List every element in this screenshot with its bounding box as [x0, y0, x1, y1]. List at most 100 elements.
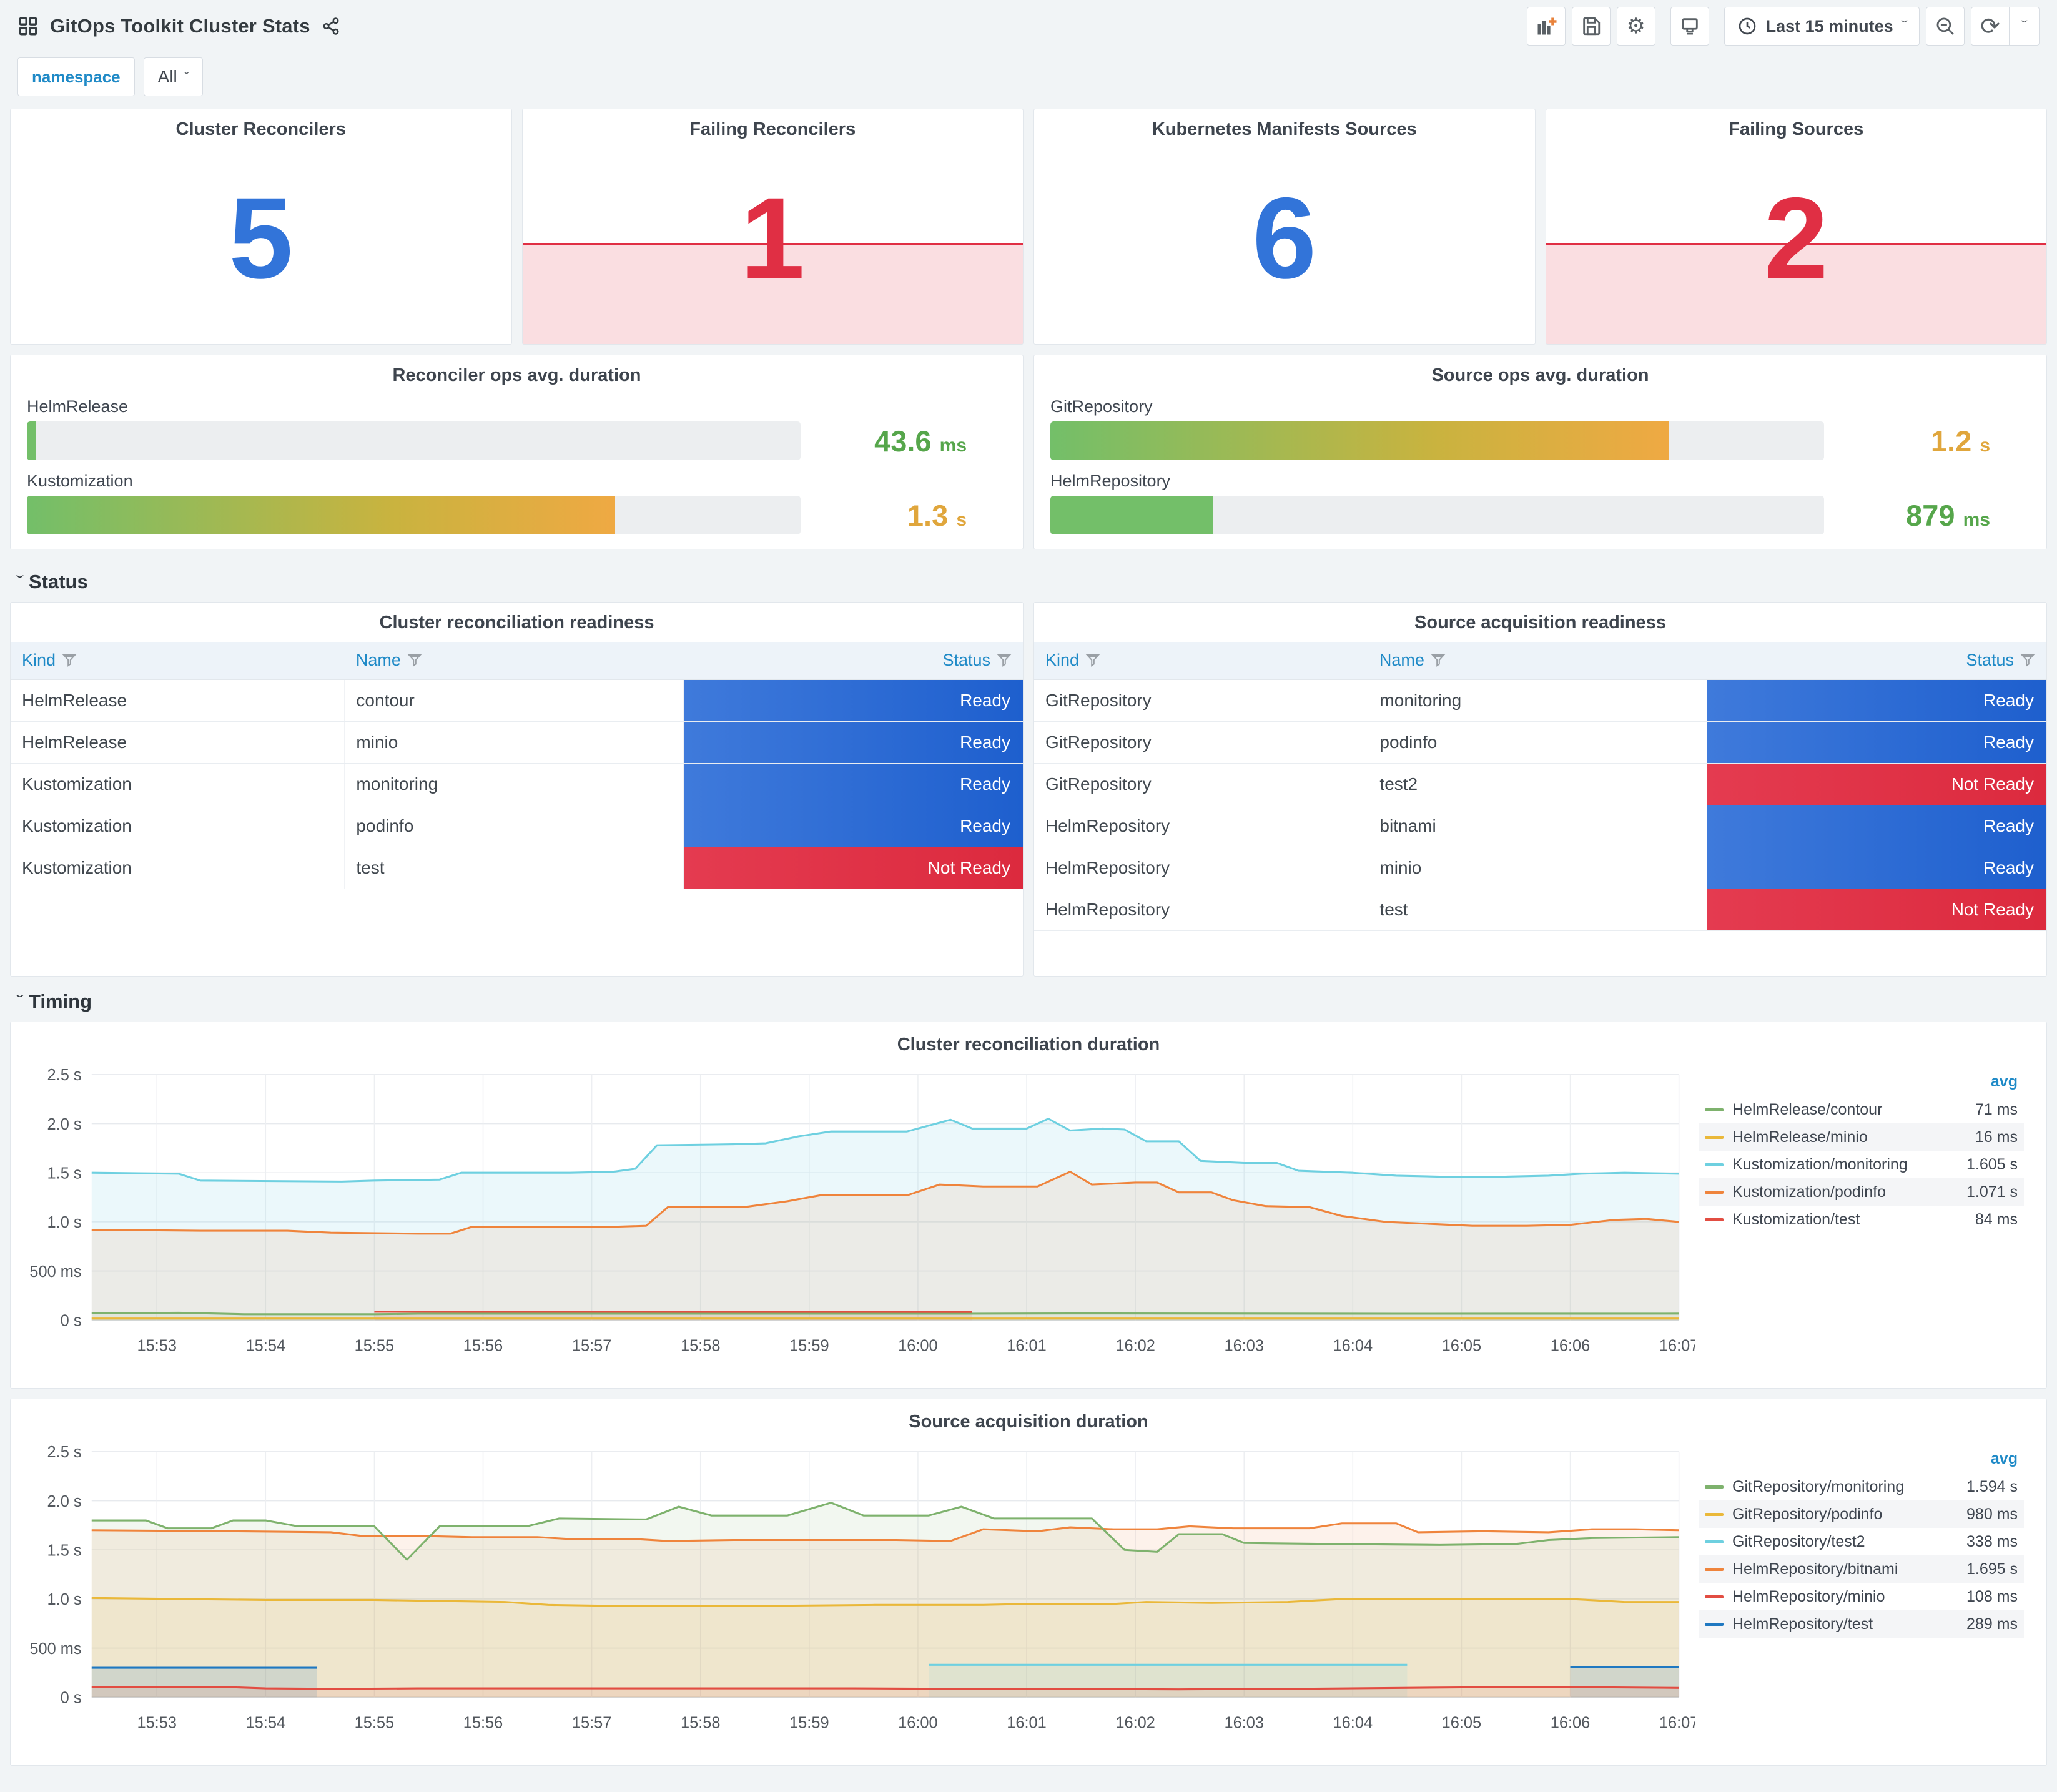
filter-funnel-icon[interactable] [1085, 652, 1100, 667]
y-axis-tick-label: 1.5 s [47, 1542, 82, 1559]
legend-item[interactable]: HelmRelease/contour 71 ms [1699, 1096, 2024, 1123]
legend-item[interactable]: GitRepository/podinfo 980 ms [1699, 1500, 2024, 1528]
y-axis-tick-label: 1.0 s [47, 1214, 82, 1231]
zoom-out-button[interactable] [1926, 7, 1965, 46]
chevron-down-icon: ˇ [1901, 18, 1908, 34]
gauge-fill [27, 496, 615, 534]
table-row: HelmRelease contour Ready [11, 679, 1023, 722]
series-area-Kustomization/podinfo [91, 1171, 1679, 1321]
filter-funnel-icon[interactable] [62, 652, 77, 667]
x-axis-tick-label: 15:57 [572, 1715, 611, 1732]
namespace-variable-dropdown[interactable]: All ˇ [143, 57, 203, 96]
filter-funnel-icon[interactable] [997, 652, 1012, 667]
cell-kind: GitRepository [1034, 721, 1369, 764]
legend-item[interactable]: HelmRepository/bitnami 1.695 s [1699, 1555, 2024, 1583]
cell-kind: Kustomization [11, 847, 345, 889]
y-axis-tick-label: 1.5 s [47, 1164, 82, 1182]
y-axis-tick-label: 2.5 s [47, 1444, 82, 1461]
tv-mode-button[interactable] [1670, 7, 1709, 46]
clock-icon [1739, 17, 1755, 35]
column-header-name[interactable]: Name [344, 642, 684, 680]
cell-kind: GitRepository [1034, 679, 1369, 722]
gauge-fill [27, 421, 36, 460]
chart-plot-area[interactable]: 0 s 500 ms 1.0 s 1.5 s 2.0 s 2.5 s 15:53 15:54 1… [16, 1432, 1695, 1757]
table-row: HelmRepository minio Ready [1034, 847, 2046, 889]
save-dashboard-button[interactable] [1571, 7, 1611, 46]
filter-funnel-icon[interactable] [2020, 652, 2035, 667]
filter-funnel-icon[interactable] [407, 652, 422, 667]
time-range-picker[interactable]: Last 15 minutes ˇ [1724, 7, 1920, 46]
table-row: Kustomization test Not Ready [11, 847, 1023, 889]
legend-item[interactable]: HelmRepository/minio 108 ms [1699, 1583, 2024, 1610]
cell-kind: Kustomization [11, 763, 345, 805]
settings-gear-button[interactable]: ⚙ [1616, 7, 1655, 46]
chart-plot-area[interactable]: 0 s 500 ms 1.0 s 1.5 s 2.0 s 2.5 s 15:53 15:54 1… [16, 1055, 1695, 1380]
gauge-row: HelmRepository 879 ms [1050, 471, 2030, 534]
series-area-HelmRepository/test [91, 1668, 317, 1698]
legend-avg-header[interactable]: avg [1990, 1073, 2018, 1090]
legend-item[interactable]: Kustomization/test 84 ms [1699, 1206, 2024, 1233]
legend-item[interactable]: Kustomization/monitoring 1.605 s [1699, 1151, 2024, 1178]
legend-series-swatch [1705, 1485, 1724, 1489]
legend-series-name: HelmRepository/bitnami [1732, 1560, 1898, 1578]
series-area-GitRepository/monitoring [91, 1502, 1679, 1698]
readiness-table-panel: Source acquisition readiness Kind Name Stat… [1033, 602, 2047, 977]
stat-sparkline [522, 243, 1023, 344]
legend-item[interactable]: GitRepository/monitoring 1.594 s [1699, 1473, 2024, 1500]
x-axis-tick-label: 16:07 [1659, 1715, 1695, 1732]
column-header-kind[interactable]: Kind [11, 642, 345, 680]
gear-icon: ⚙ [1626, 14, 1645, 39]
gauge-fill [1050, 496, 1213, 534]
legend-series-swatch [1705, 1135, 1724, 1139]
share-icon[interactable] [322, 17, 340, 36]
gauge-track [27, 421, 801, 460]
legend-item[interactable]: HelmRepository/test 289 ms [1699, 1610, 2024, 1638]
x-axis-tick-label: 15:55 [355, 1715, 394, 1732]
cell-kind: HelmRepository [1034, 889, 1369, 931]
add-panel-button[interactable] [1526, 7, 1566, 46]
gauge-track [1050, 496, 1824, 534]
x-axis-tick-label: 15:56 [463, 1715, 503, 1732]
y-axis-tick-label: 1.0 s [47, 1591, 82, 1608]
stat-panel-title: Kubernetes Manifests Sources [1152, 119, 1417, 139]
column-header-status[interactable]: Status [1707, 642, 2046, 680]
timing-section-header[interactable]: ˇ Timing [10, 982, 2047, 1022]
column-header-kind[interactable]: Kind [1034, 642, 1368, 680]
x-axis-tick-label: 15:54 [246, 1337, 285, 1355]
table-header-row: Kind Name Status [11, 642, 1023, 680]
x-axis-tick-label: 15:59 [789, 1337, 829, 1355]
cell-name: podinfo [1368, 721, 1708, 764]
column-header-status[interactable]: Status [683, 642, 1023, 680]
cell-name: minio [1368, 847, 1708, 889]
legend-series-name: GitRepository/test2 [1732, 1532, 1865, 1550]
gauge-label: HelmRelease [27, 397, 129, 416]
legend-series-avg: 289 ms [1966, 1615, 2018, 1633]
column-header-name[interactable]: Name [1368, 642, 1707, 680]
x-axis-tick-label: 15:53 [137, 1715, 176, 1732]
legend-item[interactable]: Kustomization/podinfo 1.071 s [1699, 1178, 2024, 1206]
legend-avg-header[interactable]: avg [1990, 1450, 2018, 1467]
dashboards-grid-icon[interactable] [17, 16, 39, 37]
refresh-button[interactable]: ⟳ [1971, 7, 2009, 45]
filter-funnel-icon[interactable] [1431, 652, 1446, 667]
timeseries-panel: Source acquisition duration 0 s 500 ms 1.0 … [10, 1399, 2047, 1766]
status-section-header[interactable]: ˇ Status [10, 562, 2047, 602]
x-axis-tick-label: 16:00 [898, 1337, 937, 1355]
legend-item[interactable]: GitRepository/test2 338 ms [1699, 1528, 2024, 1555]
toolbar: ⚙ Last 15 minutes ˇ ⟳ [1526, 7, 2040, 46]
y-axis-tick-label: 0 s [61, 1689, 82, 1706]
gauges-row: Reconciler ops avg. duration HelmRelease 4… [10, 355, 2047, 549]
stat-value: 2 [1763, 174, 1828, 303]
cell-kind: HelmRelease [11, 679, 345, 722]
variables-row: namespace All ˇ [10, 52, 2047, 109]
column-header-label: Status [942, 651, 990, 670]
refresh-interval-dropdown[interactable]: ˇ [2009, 7, 2039, 45]
x-axis-tick-label: 16:05 [1442, 1337, 1481, 1355]
gauge-value: 879 ms [1824, 498, 2030, 533]
series-line-Kustomization/podinfo [91, 1171, 1679, 1235]
gauge-track [1050, 421, 1824, 460]
tables-row: Cluster reconciliation readiness Kind Name… [10, 602, 2047, 977]
table-row: HelmRepository test Not Ready [1034, 889, 2046, 931]
legend-item[interactable]: HelmRelease/minio 16 ms [1699, 1123, 2024, 1151]
stat-panel: Cluster Reconcilers 5 [10, 109, 512, 345]
